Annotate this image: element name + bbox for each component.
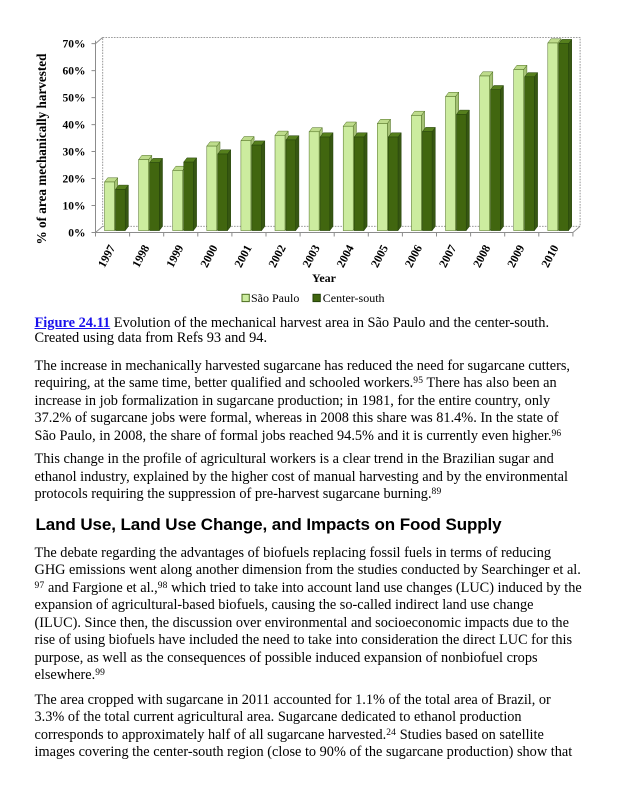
svg-text:10%: 10% — [63, 201, 86, 213]
svg-text:2006: 2006 — [402, 242, 425, 269]
svg-text:Center-south: Center-south — [323, 291, 385, 305]
svg-text:São Paulo: São Paulo — [251, 291, 299, 305]
svg-text:2002: 2002 — [265, 242, 288, 269]
svg-text:1998: 1998 — [129, 242, 152, 269]
svg-text:30%: 30% — [63, 147, 86, 159]
svg-text:1997: 1997 — [95, 242, 118, 269]
svg-text:50%: 50% — [63, 93, 86, 105]
svg-text:40%: 40% — [63, 120, 86, 132]
svg-text:2000: 2000 — [197, 242, 220, 269]
svg-text:2001: 2001 — [231, 242, 254, 269]
svg-text:2009: 2009 — [504, 242, 527, 269]
svg-text:Year: Year — [312, 271, 337, 285]
svg-text:2004: 2004 — [333, 242, 356, 269]
svg-text:2010: 2010 — [538, 242, 561, 269]
svg-text:20%: 20% — [63, 174, 86, 186]
svg-text:2005: 2005 — [368, 242, 391, 269]
svg-text:70%: 70% — [63, 39, 86, 51]
svg-text:2008: 2008 — [470, 242, 493, 269]
svg-text:0%: 0% — [68, 228, 85, 240]
svg-text:1999: 1999 — [163, 242, 186, 269]
svg-text:60%: 60% — [63, 66, 86, 78]
svg-text:% of area mechanically harves: % of area mechanically harvested — [34, 53, 49, 245]
svg-text:2007: 2007 — [436, 242, 459, 269]
svg-text:2003: 2003 — [299, 242, 322, 269]
